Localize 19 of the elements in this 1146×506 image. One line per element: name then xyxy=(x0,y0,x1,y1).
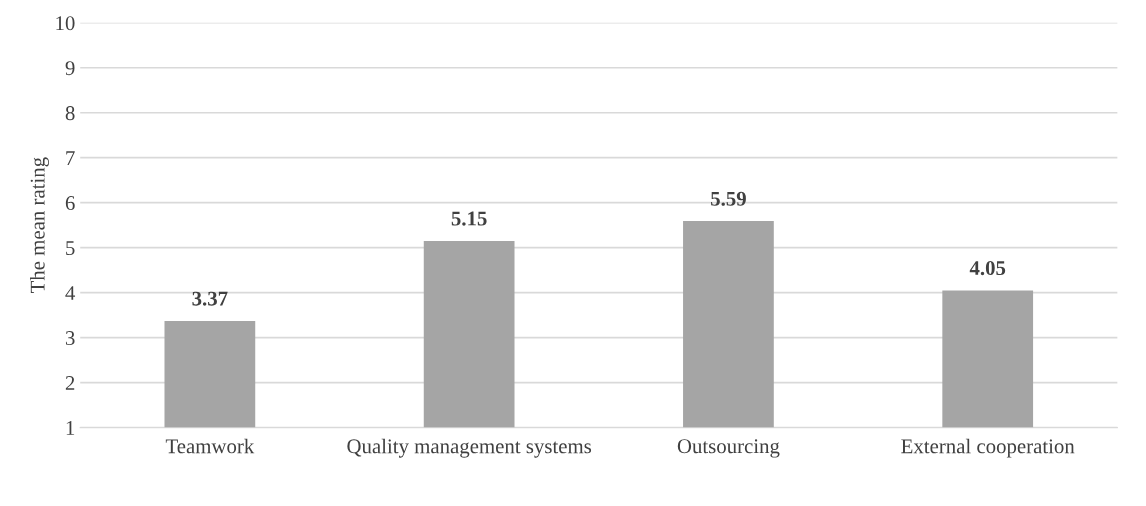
y-tick-label: 2 xyxy=(65,376,75,390)
y-tick-label: 4 xyxy=(65,286,76,300)
y-tick-label: 9 xyxy=(65,61,75,76)
y-tick-label: 8 xyxy=(65,106,75,121)
x-tick-label: Teamwork xyxy=(165,438,255,454)
y-tick-label: 6 xyxy=(65,196,75,211)
data-label: 5.15 xyxy=(451,211,487,226)
x-tick-label: External cooperation xyxy=(901,438,1075,458)
x-tick-label: Quality management systems xyxy=(347,438,592,458)
data-label: 5.59 xyxy=(711,191,746,206)
y-tick-label: 3 xyxy=(65,331,75,346)
y-axis-title: The mean rating xyxy=(30,157,49,294)
x-tick-label: Outsourcing xyxy=(677,439,780,458)
y-tick-label: 1 xyxy=(66,421,75,435)
y-tick-label: 5 xyxy=(66,241,75,256)
data-label: 3.37 xyxy=(192,291,228,306)
data-label: 4.05 xyxy=(969,260,1006,276)
y-tick-label: 7 xyxy=(66,151,75,165)
y-tick-label: 10 xyxy=(56,16,75,31)
